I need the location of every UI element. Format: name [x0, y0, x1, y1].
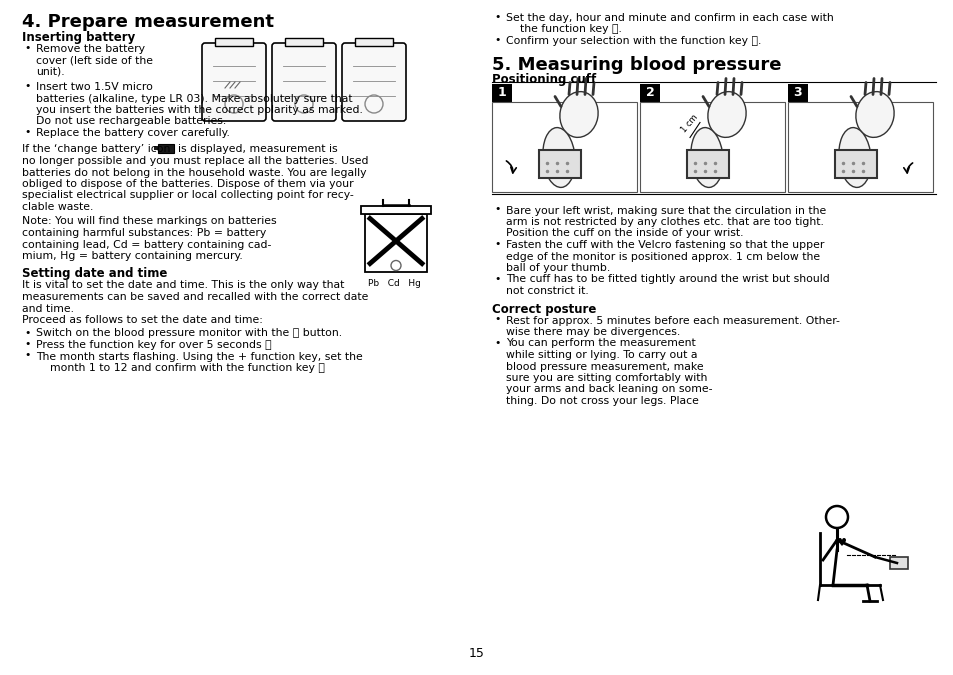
Bar — [834, 149, 876, 178]
Bar — [492, 84, 512, 101]
Text: cover (left side of the: cover (left side of the — [36, 55, 152, 65]
Bar — [355, 38, 393, 46]
Text: •: • — [24, 350, 30, 360]
Text: sure you are sitting comfortably with: sure you are sitting comfortably with — [505, 373, 706, 383]
Text: •: • — [494, 35, 500, 45]
Text: The month starts flashing. Using the + function key, set the: The month starts flashing. Using the + f… — [36, 352, 362, 362]
Text: •: • — [494, 273, 500, 284]
Bar — [360, 205, 431, 213]
Text: and time.: and time. — [22, 304, 74, 313]
Text: mium, Hg = battery containing mercury.: mium, Hg = battery containing mercury. — [22, 251, 242, 261]
Text: unit).: unit). — [36, 67, 65, 77]
FancyBboxPatch shape — [272, 43, 335, 121]
Ellipse shape — [707, 92, 745, 138]
Text: batteries do not belong in the household waste. You are legally: batteries do not belong in the household… — [22, 167, 366, 178]
Text: If the ‘change battery’ icon: If the ‘change battery’ icon — [22, 144, 171, 155]
Ellipse shape — [838, 128, 870, 188]
Text: Bare your left wrist, making sure that the circulation in the: Bare your left wrist, making sure that t… — [505, 205, 825, 215]
Text: specialist electrical supplier or local collecting point for recy-: specialist electrical supplier or local … — [22, 190, 354, 200]
Text: Insert two 1.5V micro: Insert two 1.5V micro — [36, 82, 152, 92]
Text: Pb   Cd   Hg: Pb Cd Hg — [368, 279, 420, 288]
Text: no longer possible and you must replace all the batteries. Used: no longer possible and you must replace … — [22, 156, 368, 166]
Bar — [153, 146, 158, 149]
Text: •: • — [494, 338, 500, 348]
Text: 3: 3 — [793, 86, 801, 99]
Text: •: • — [24, 339, 30, 349]
Text: edge of the monitor is positioned approx. 1 cm below the: edge of the monitor is positioned approx… — [505, 252, 820, 261]
Text: ball of your thumb.: ball of your thumb. — [505, 263, 610, 273]
Text: Fasten the cuff with the Velcro fastening so that the upper: Fasten the cuff with the Velcro fastenin… — [505, 240, 823, 250]
Text: •: • — [494, 205, 500, 215]
Text: the function key ⏰.: the function key ⏰. — [519, 24, 621, 34]
Bar — [639, 84, 659, 101]
Bar — [214, 38, 253, 46]
FancyBboxPatch shape — [202, 43, 266, 121]
Text: It is vital to set the date and time. This is the only way that: It is vital to set the date and time. Th… — [22, 281, 344, 290]
Bar — [787, 101, 932, 192]
Text: arm is not restricted by any clothes etc. that are too tight.: arm is not restricted by any clothes etc… — [505, 217, 823, 227]
Text: •: • — [494, 12, 500, 22]
Text: 2: 2 — [645, 86, 654, 99]
Text: you insert the batteries with the correct polarity as marked.: you insert the batteries with the correc… — [36, 105, 362, 115]
Ellipse shape — [855, 92, 893, 138]
Bar — [492, 101, 637, 192]
Text: Note: You will find these markings on batteries: Note: You will find these markings on ba… — [22, 217, 276, 227]
Text: Confirm your selection with the function key ⏰.: Confirm your selection with the function… — [505, 36, 760, 46]
Text: •: • — [24, 327, 30, 338]
Text: containing harmful substances: Pb = battery: containing harmful substances: Pb = batt… — [22, 228, 266, 238]
Bar — [639, 101, 784, 192]
Text: blood pressure measurement, make: blood pressure measurement, make — [505, 362, 703, 371]
Text: •: • — [24, 127, 30, 137]
Bar — [158, 144, 173, 153]
Text: Switch on the blood pressure monitor with the Ⓘ button.: Switch on the blood pressure monitor wit… — [36, 329, 342, 338]
Text: is displayed, measurement is: is displayed, measurement is — [178, 144, 337, 155]
Ellipse shape — [559, 92, 598, 138]
Text: containing lead, Cd = battery containing cad-: containing lead, Cd = battery containing… — [22, 240, 271, 250]
Text: Press the function key for over 5 seconds ⏰: Press the function key for over 5 second… — [36, 340, 272, 350]
Text: not constrict it.: not constrict it. — [505, 286, 588, 296]
Text: Replace the battery cover carefully.: Replace the battery cover carefully. — [36, 128, 230, 138]
Text: Position the cuff on the inside of your wrist.: Position the cuff on the inside of your … — [505, 229, 742, 238]
Text: The cuff has to be fitted tightly around the wrist but should: The cuff has to be fitted tightly around… — [505, 275, 829, 284]
Text: your arms and back leaning on some-: your arms and back leaning on some- — [505, 385, 712, 394]
Bar — [787, 84, 807, 101]
Text: •: • — [24, 43, 30, 53]
Text: while sitting or lying. To carry out a: while sitting or lying. To carry out a — [505, 350, 697, 360]
Text: 15: 15 — [469, 647, 484, 660]
Text: •: • — [24, 81, 30, 91]
Text: clable waste.: clable waste. — [22, 202, 93, 212]
FancyBboxPatch shape — [341, 43, 406, 121]
Text: batteries (alkaline, type LR 03). Make absolutely sure that: batteries (alkaline, type LR 03). Make a… — [36, 94, 353, 103]
Bar — [686, 149, 728, 178]
Bar — [365, 213, 427, 271]
Ellipse shape — [542, 128, 575, 188]
Text: 1 cm: 1 cm — [679, 113, 700, 134]
Text: measurements can be saved and recalled with the correct date: measurements can be saved and recalled w… — [22, 292, 368, 302]
Text: You can perform the measurement: You can perform the measurement — [505, 338, 695, 348]
Text: Inserting battery: Inserting battery — [22, 31, 135, 44]
Text: 4. Prepare measurement: 4. Prepare measurement — [22, 13, 274, 31]
Text: obliged to dispose of the batteries. Dispose of them via your: obliged to dispose of the batteries. Dis… — [22, 179, 354, 189]
Text: •: • — [494, 315, 500, 325]
Text: 5. Measuring blood pressure: 5. Measuring blood pressure — [492, 55, 781, 74]
Text: Positioning cuff: Positioning cuff — [492, 74, 596, 86]
Bar — [285, 38, 323, 46]
Text: Remove the battery: Remove the battery — [36, 44, 145, 54]
Text: thing. Do not cross your legs. Place: thing. Do not cross your legs. Place — [505, 396, 699, 406]
Text: 1: 1 — [497, 86, 506, 99]
Text: Do not use rechargeable batteries.: Do not use rechargeable batteries. — [36, 117, 226, 126]
Ellipse shape — [690, 128, 722, 188]
Text: ♥: ♥ — [836, 538, 846, 548]
Text: month 1 to 12 and confirm with the function key ⏰: month 1 to 12 and confirm with the funct… — [50, 363, 325, 373]
Text: •: • — [494, 239, 500, 249]
Text: Proceed as follows to set the date and time:: Proceed as follows to set the date and t… — [22, 315, 263, 325]
Text: Correct posture: Correct posture — [492, 302, 596, 315]
Text: Setting date and time: Setting date and time — [22, 267, 167, 281]
Text: Rest for approx. 5 minutes before each measurement. Other-: Rest for approx. 5 minutes before each m… — [505, 315, 839, 325]
Bar — [538, 149, 580, 178]
Text: Set the day, hour and minute and confirm in each case with: Set the day, hour and minute and confirm… — [505, 13, 833, 23]
Text: wise there may be divergences.: wise there may be divergences. — [505, 327, 679, 337]
Bar — [889, 557, 907, 569]
